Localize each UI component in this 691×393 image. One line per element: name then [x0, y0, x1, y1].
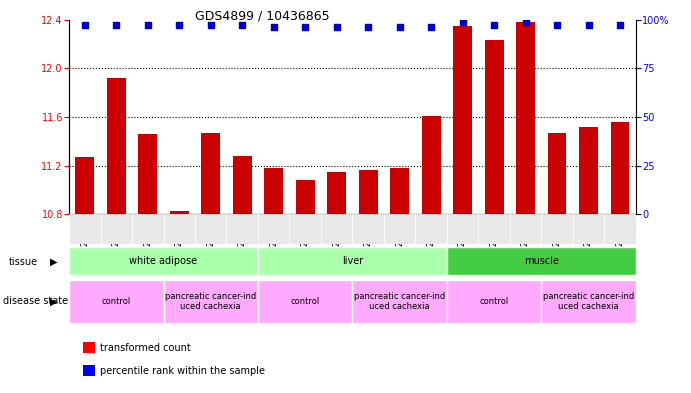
Bar [484, 40, 504, 214]
Bar [132, 214, 164, 244]
Bar [422, 116, 441, 214]
Bar [541, 280, 636, 323]
Bar [547, 133, 567, 214]
Bar [107, 78, 126, 214]
Bar [447, 214, 478, 244]
Point [237, 22, 248, 29]
Text: percentile rank within the sample: percentile rank within the sample [100, 366, 265, 376]
Text: pancreatic cancer-ind
uced cachexia: pancreatic cancer-ind uced cachexia [165, 292, 256, 311]
Bar [390, 168, 409, 214]
Text: tissue: tissue [9, 257, 38, 267]
Bar [359, 171, 377, 214]
Bar [352, 280, 447, 323]
Bar [258, 247, 447, 275]
Bar [573, 214, 604, 244]
Text: ▶: ▶ [50, 296, 57, 307]
Text: disease state: disease state [3, 296, 68, 307]
Point [79, 22, 91, 29]
Bar [604, 214, 636, 244]
Text: control: control [291, 297, 320, 306]
Point [394, 24, 405, 31]
Bar [264, 168, 283, 214]
Point [426, 24, 437, 31]
Bar [170, 211, 189, 214]
Text: pancreatic cancer-ind
uced cachexia: pancreatic cancer-ind uced cachexia [543, 292, 634, 311]
Bar [227, 214, 258, 244]
Bar [258, 280, 352, 323]
Bar [164, 280, 258, 323]
Bar [321, 214, 352, 244]
Bar [290, 214, 321, 244]
Bar [447, 280, 541, 323]
Bar [233, 156, 252, 214]
Point [551, 22, 562, 29]
Point [583, 22, 594, 29]
Text: ▶: ▶ [50, 257, 57, 267]
Bar [296, 180, 314, 214]
Bar [75, 157, 94, 214]
Bar [415, 214, 447, 244]
Bar [541, 214, 573, 244]
Point [489, 22, 500, 29]
Text: liver: liver [342, 256, 363, 266]
Bar [516, 22, 535, 214]
Bar [510, 214, 541, 244]
Point [205, 22, 216, 29]
Bar [579, 127, 598, 214]
Text: GDS4899 / 10436865: GDS4899 / 10436865 [196, 10, 330, 23]
Bar [201, 133, 220, 214]
Text: transformed count: transformed count [100, 343, 190, 353]
Point [363, 24, 374, 31]
Bar [101, 214, 132, 244]
Bar [453, 26, 472, 214]
Bar [328, 172, 346, 214]
Bar [69, 214, 101, 244]
Bar [258, 214, 290, 244]
Text: control: control [102, 297, 131, 306]
Text: muscle: muscle [524, 256, 559, 266]
Bar [69, 280, 164, 323]
Point [300, 24, 311, 31]
Point [520, 18, 531, 25]
Point [457, 18, 468, 25]
Bar [384, 214, 415, 244]
Point [111, 22, 122, 29]
Point [142, 22, 153, 29]
Bar [164, 214, 195, 244]
Text: control: control [480, 297, 509, 306]
Bar [352, 214, 384, 244]
Point [173, 22, 184, 29]
Text: white adipose: white adipose [129, 256, 198, 266]
Point [331, 24, 342, 31]
Bar [138, 134, 158, 214]
Bar [478, 214, 510, 244]
Text: pancreatic cancer-ind
uced cachexia: pancreatic cancer-ind uced cachexia [354, 292, 445, 311]
Bar [195, 214, 227, 244]
Bar [69, 247, 258, 275]
Bar [611, 122, 630, 214]
Point [268, 24, 279, 31]
Point [614, 22, 625, 29]
Bar [447, 247, 636, 275]
